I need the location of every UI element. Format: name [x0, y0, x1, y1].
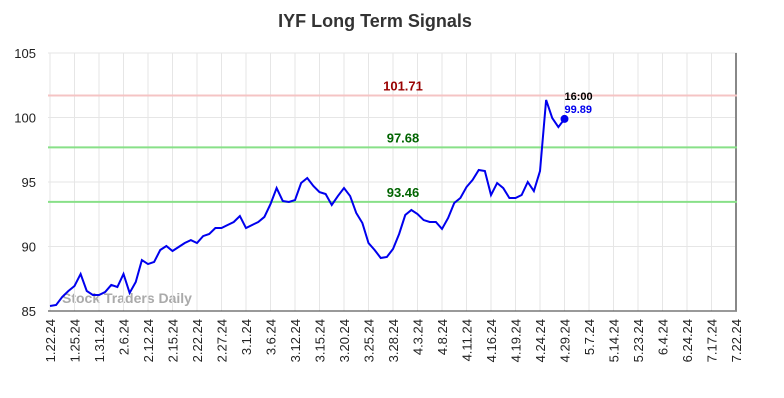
x-tick-label: 3.6.24 [264, 319, 279, 355]
x-tick-label: 1.25.24 [68, 319, 83, 362]
x-tick-label: 3.1.24 [239, 319, 254, 355]
x-tick-label: 3.15.24 [313, 319, 328, 362]
x-tick-label: 2.12.24 [141, 319, 156, 362]
watermark: Stock Traders Daily [62, 290, 192, 306]
x-tick-label: 2.15.24 [166, 319, 181, 362]
x-tick-label: 1.22.24 [43, 319, 58, 362]
x-tick-label: 3.28.24 [386, 319, 401, 362]
level-label: 97.68 [387, 130, 420, 145]
x-tick-label: 4.8.24 [435, 319, 450, 355]
last-time: 16:00 [565, 91, 593, 103]
x-tick-label: 5.23.24 [631, 319, 646, 362]
x-tick-label: 7.22.24 [729, 319, 744, 362]
x-tick-label: 3.25.24 [362, 319, 377, 362]
y-tick-label: 105 [14, 46, 36, 61]
x-tick-label: 4.3.24 [411, 319, 426, 355]
x-tick-label: 2.22.24 [190, 319, 205, 362]
x-tick-label: 4.29.24 [558, 319, 573, 362]
x-tick-label: 4.24.24 [533, 319, 548, 362]
x-tick-label: 4.19.24 [509, 319, 524, 362]
x-tick-label: 2.6.24 [117, 319, 132, 355]
x-tick-label: 6.4.24 [656, 319, 671, 355]
y-tick-label: 95 [22, 175, 36, 190]
x-tick-label: 7.17.24 [705, 319, 720, 362]
x-tick-label: 3.12.24 [288, 319, 303, 362]
last-value: 99.89 [565, 104, 593, 116]
chart-title: IYF Long Term Signals [278, 11, 472, 31]
line [49, 99, 566, 307]
level-label: 101.71 [383, 78, 423, 93]
x-tick-label: 5.7.24 [582, 319, 597, 355]
x-tick-label: 4.16.24 [484, 319, 499, 362]
x-tick-label: 1.31.24 [92, 319, 107, 362]
last-point [560, 114, 569, 123]
x-tick-label: 6.24.24 [680, 319, 695, 362]
x-tick-label: 3.20.24 [337, 319, 352, 362]
y-tick-label: 90 [22, 240, 36, 255]
y-tick-label: 100 [14, 111, 36, 126]
x-tick-label: 4.11.24 [460, 319, 475, 361]
y-tick-label: 85 [22, 304, 36, 319]
level-label: 93.46 [387, 185, 420, 200]
x-tick-label: 2.27.24 [215, 319, 230, 362]
x-tick-label: 5.14.24 [607, 319, 622, 362]
